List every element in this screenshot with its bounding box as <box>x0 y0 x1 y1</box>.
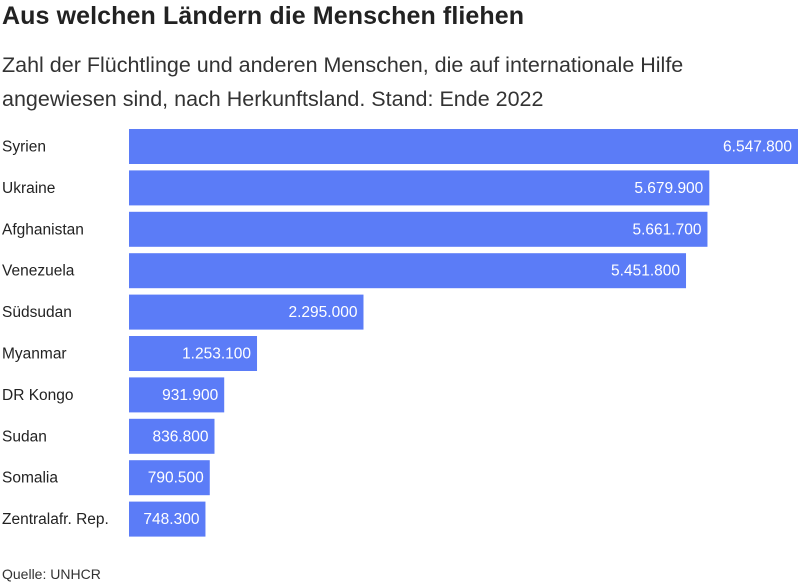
chart-subtitle: Zahl der Flüchtlinge und anderen Mensche… <box>2 53 684 111</box>
category-label: Venezuela <box>2 263 75 280</box>
value-label: 790.500 <box>148 470 204 487</box>
chart-title: Aus welchen Ländern die Menschen fliehen <box>2 2 525 30</box>
bar <box>129 129 798 164</box>
category-label: Südsudan <box>2 304 72 321</box>
value-label: 5.451.800 <box>611 263 680 280</box>
bar <box>129 294 364 330</box>
category-label: Somalia <box>2 470 58 487</box>
value-label: 931.900 <box>162 387 218 404</box>
value-label: 1.253.100 <box>182 346 251 363</box>
category-label: DR Kongo <box>2 387 74 404</box>
value-label: 836.800 <box>152 428 208 445</box>
bar <box>129 336 258 371</box>
bar <box>129 170 710 206</box>
bar <box>129 501 206 537</box>
value-label: 5.661.700 <box>632 221 701 238</box>
category-label: Zentralafr. Rep. <box>2 511 109 528</box>
bar <box>129 460 210 496</box>
value-label: 2.295.000 <box>289 304 358 321</box>
bar <box>129 211 708 247</box>
category-label: Sudan <box>2 428 47 445</box>
value-label: 6.547.800 <box>723 139 792 156</box>
bar <box>129 377 225 413</box>
value-label: 748.300 <box>143 511 199 528</box>
category-label: Myanmar <box>2 346 67 363</box>
category-label: Syrien <box>2 139 46 156</box>
bar <box>129 418 215 454</box>
value-label: 5.679.900 <box>634 180 703 197</box>
category-label: Ukraine <box>2 180 55 197</box>
bar <box>129 253 687 289</box>
category-label: Afghanistan <box>2 221 84 238</box>
source-note: Quelle: UNHCR <box>2 566 101 582</box>
